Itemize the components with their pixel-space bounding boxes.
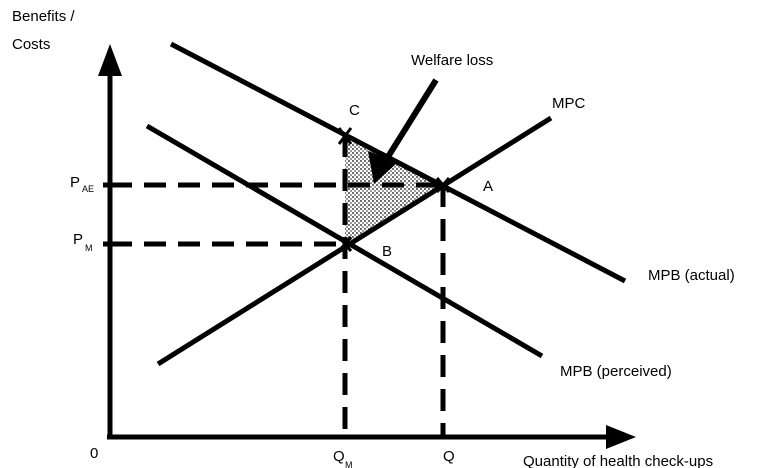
x-axis-arrowhead <box>606 425 636 449</box>
y-axis-label-line2: Costs <box>12 36 50 53</box>
x-axis-label: Quantity of health check-ups <box>523 453 713 468</box>
origin-label: 0 <box>90 445 98 462</box>
p-ae-label: P <box>70 174 80 191</box>
p-m-label: P <box>73 231 83 248</box>
p-m-subscript: M <box>85 243 93 253</box>
p-ae-subscript: AE <box>82 184 94 194</box>
welfare-loss-area <box>345 138 443 244</box>
point-b-label: B <box>382 243 392 260</box>
mpc-label: MPC <box>552 95 586 112</box>
mpb-perceived-label: MPB (perceived) <box>560 363 672 380</box>
point-a-label: A <box>483 178 493 195</box>
welfare-loss-arrow-shaft <box>386 80 436 160</box>
y-axis-arrowhead <box>98 44 122 76</box>
y-axis-label-line1: Benefits / <box>12 8 75 25</box>
mpb-actual-label: MPB (actual) <box>648 267 735 284</box>
q-ae-label: Q <box>443 448 455 465</box>
mpb-actual-line <box>171 44 625 281</box>
q-m-subscript: M <box>345 460 353 468</box>
point-c-label: C <box>349 102 360 119</box>
q-m-label: Q <box>333 448 345 465</box>
welfare-loss-label: Welfare loss <box>411 52 493 69</box>
